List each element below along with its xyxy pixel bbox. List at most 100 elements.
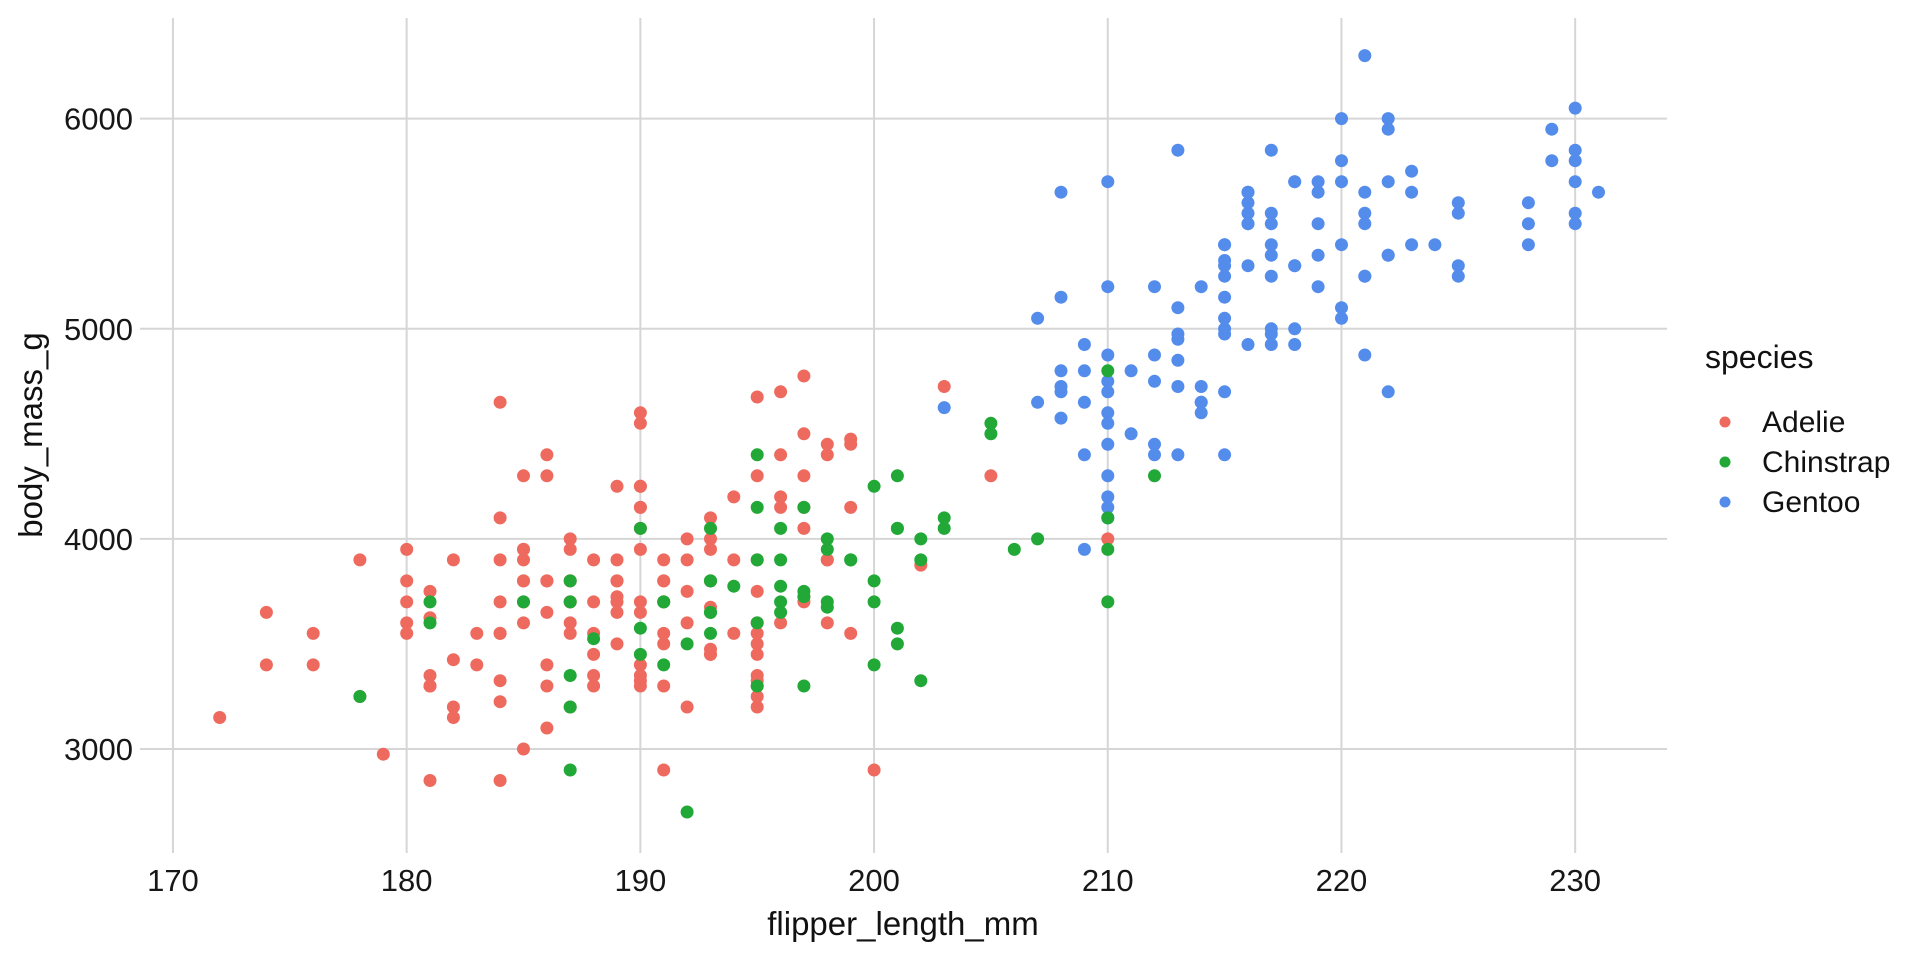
data-point-gentoo — [1101, 280, 1115, 294]
data-point-gentoo — [1521, 217, 1535, 231]
data-point-adelie — [446, 711, 460, 724]
data-point-gentoo — [1194, 380, 1208, 393]
tick-layer: 170 180 190 200 210 220 230 3000 4000 5000 6000 — [64, 102, 1601, 898]
data-point-adelie — [937, 380, 951, 393]
data-point-gentoo — [1311, 248, 1325, 262]
data-point-chinstrap — [984, 416, 998, 430]
data-point-gentoo — [1451, 269, 1465, 283]
data-point-chinstrap — [914, 553, 928, 567]
data-point-chinstrap — [867, 479, 881, 493]
data-point-adelie — [446, 553, 460, 567]
data-point-adelie — [680, 553, 694, 567]
data-point-gentoo — [1381, 112, 1395, 126]
data-point-gentoo — [1335, 311, 1348, 325]
data-point-adelie — [984, 469, 998, 483]
legend-swatch-adelie — [1719, 416, 1731, 428]
x-tick-label-220: 220 — [1316, 863, 1368, 898]
data-point-adelie — [540, 469, 554, 483]
data-point-gentoo — [1288, 322, 1302, 336]
data-point-gentoo — [1218, 290, 1232, 304]
legend-label-chinstrap: Chinstrap — [1762, 446, 1890, 479]
data-point-adelie — [774, 500, 788, 514]
data-point-chinstrap — [704, 574, 717, 588]
data-point-adelie — [540, 448, 554, 462]
data-point-adelie — [587, 595, 601, 609]
data-point-chinstrap — [820, 600, 834, 614]
data-point-adelie — [774, 385, 788, 399]
data-point-adelie — [493, 626, 507, 640]
data-point-chinstrap — [890, 637, 904, 651]
data-point-adelie — [727, 626, 741, 640]
data-point-adelie — [400, 616, 414, 630]
data-point-gentoo — [1358, 348, 1372, 362]
data-point-chinstrap — [890, 521, 904, 535]
data-point-adelie — [774, 490, 788, 504]
legend: species Adelie Chinstrap Gentoo — [1705, 339, 1890, 519]
data-point-gentoo — [1545, 122, 1559, 136]
data-point-gentoo — [1358, 217, 1372, 231]
data-point-adelie — [657, 626, 671, 640]
data-point-adelie — [750, 700, 764, 714]
data-point-adelie — [423, 679, 437, 693]
data-point-adelie — [657, 574, 671, 588]
data-point-adelie — [400, 626, 414, 640]
data-point-gentoo — [1101, 416, 1115, 430]
data-point-gentoo — [1241, 217, 1255, 231]
data-point-gentoo — [1054, 185, 1068, 199]
data-point-chinstrap — [633, 647, 647, 661]
data-point-gentoo — [1451, 259, 1465, 273]
data-point-gentoo — [1101, 500, 1115, 514]
data-point-adelie — [213, 711, 227, 724]
data-point-gentoo — [1335, 112, 1348, 126]
y-tick-label-5000: 5000 — [64, 312, 133, 347]
data-point-gentoo — [1568, 154, 1582, 168]
data-point-gentoo — [1218, 448, 1232, 462]
data-point-gentoo — [1171, 143, 1185, 157]
data-point-adelie — [517, 574, 530, 588]
data-point-adelie — [680, 616, 694, 630]
data-point-adelie — [517, 542, 530, 556]
data-point-adelie — [844, 500, 858, 514]
data-point-adelie — [400, 595, 414, 609]
data-point-gentoo — [1101, 374, 1115, 388]
data-point-gentoo — [1545, 154, 1559, 168]
data-point-adelie — [259, 605, 273, 619]
data-point-adelie — [446, 700, 460, 714]
data-point-gentoo — [1264, 217, 1278, 231]
data-point-adelie — [493, 595, 507, 609]
data-point-adelie — [517, 616, 530, 630]
data-point-gentoo — [1358, 206, 1372, 220]
data-point-chinstrap — [774, 595, 788, 609]
data-point-gentoo — [1101, 490, 1115, 504]
data-point-gentoo — [1077, 395, 1091, 409]
data-point-chinstrap — [1007, 542, 1021, 556]
data-point-adelie — [797, 521, 811, 535]
data-point-gentoo — [1054, 380, 1068, 393]
data-point-adelie — [750, 669, 764, 682]
data-point-gentoo — [1101, 175, 1115, 189]
data-point-gentoo — [1241, 185, 1255, 199]
data-point-adelie — [633, 479, 647, 493]
data-point-gentoo — [1521, 196, 1535, 210]
legend-title: species — [1705, 339, 1814, 375]
data-point-chinstrap — [704, 626, 717, 640]
data-point-adelie — [680, 700, 694, 714]
data-point-chinstrap — [867, 574, 881, 588]
data-point-adelie — [1101, 532, 1115, 546]
data-point-adelie — [657, 637, 671, 651]
data-point-adelie — [400, 574, 414, 588]
data-point-chinstrap — [820, 532, 834, 546]
data-point-adelie — [423, 669, 437, 682]
data-point-adelie — [704, 647, 717, 661]
data-point-adelie — [376, 747, 390, 761]
data-point-gentoo — [1381, 385, 1395, 399]
data-point-chinstrap — [774, 605, 788, 619]
data-point-gentoo — [1241, 338, 1255, 351]
data-point-chinstrap — [1101, 511, 1115, 525]
data-point-chinstrap — [820, 542, 834, 556]
data-point-adelie — [797, 369, 811, 383]
y-tick-label-4000: 4000 — [64, 522, 133, 557]
data-point-adelie — [774, 616, 788, 630]
data-point-chinstrap — [1101, 595, 1115, 609]
